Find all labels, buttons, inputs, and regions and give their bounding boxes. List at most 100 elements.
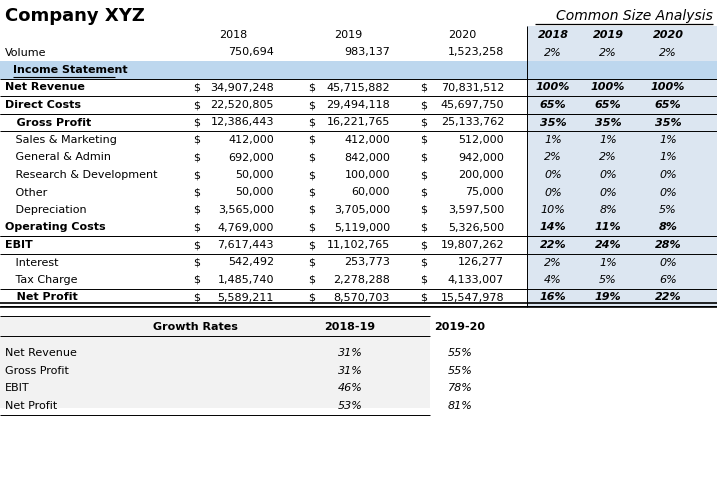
Text: 983,137: 983,137 (344, 48, 390, 57)
Text: 19%: 19% (594, 293, 622, 303)
Text: 81%: 81% (447, 401, 473, 411)
Text: 31%: 31% (338, 366, 362, 376)
Text: 65%: 65% (540, 100, 566, 110)
Text: 2,278,288: 2,278,288 (333, 275, 390, 285)
Text: $: $ (193, 118, 200, 128)
Text: 65%: 65% (655, 100, 681, 110)
Text: Operating Costs: Operating Costs (5, 223, 105, 232)
Text: 7,617,443: 7,617,443 (217, 240, 274, 250)
Text: 5,589,211: 5,589,211 (218, 293, 274, 303)
Text: Gross Profit: Gross Profit (5, 366, 69, 376)
Text: $: $ (193, 170, 200, 180)
Text: 3,597,500: 3,597,500 (447, 205, 504, 215)
Text: 19,807,262: 19,807,262 (440, 240, 504, 250)
Text: $: $ (193, 100, 200, 110)
Text: 53%: 53% (338, 401, 362, 411)
Text: $: $ (193, 82, 200, 93)
Text: 34,907,248: 34,907,248 (210, 82, 274, 93)
Text: 45,715,882: 45,715,882 (326, 82, 390, 93)
Text: 0%: 0% (659, 170, 677, 180)
Text: 25,133,762: 25,133,762 (441, 118, 504, 128)
Text: 2%: 2% (544, 152, 562, 162)
Text: Research & Development: Research & Development (5, 170, 158, 180)
Text: Depreciation: Depreciation (5, 205, 87, 215)
Text: 1,523,258: 1,523,258 (447, 48, 504, 57)
Bar (527, 201, 717, 219)
Text: 4%: 4% (544, 275, 562, 285)
Text: 2018: 2018 (219, 30, 247, 40)
Text: $: $ (308, 275, 315, 285)
Text: 2%: 2% (544, 48, 562, 57)
Bar (0, 316, 430, 408)
Text: 942,000: 942,000 (458, 152, 504, 162)
Text: 412,000: 412,000 (344, 135, 390, 145)
Text: 2020: 2020 (652, 30, 683, 40)
Text: 14%: 14% (540, 223, 566, 232)
Bar (527, 184, 717, 201)
Text: EBIT: EBIT (5, 383, 29, 393)
Text: Net Revenue: Net Revenue (5, 82, 85, 93)
Text: $: $ (193, 187, 200, 198)
Text: 542,492: 542,492 (228, 257, 274, 268)
Text: 24%: 24% (594, 240, 622, 250)
Text: $: $ (308, 240, 315, 250)
Text: 55%: 55% (447, 348, 473, 358)
Text: EBIT: EBIT (5, 240, 33, 250)
Text: 0%: 0% (659, 257, 677, 268)
Text: Growth Rates: Growth Rates (153, 322, 237, 332)
Text: $: $ (308, 293, 315, 303)
Text: $: $ (420, 205, 427, 215)
Text: Volume: Volume (5, 48, 47, 57)
Text: $: $ (193, 257, 200, 268)
Text: 512,000: 512,000 (458, 135, 504, 145)
Text: $: $ (420, 118, 427, 128)
Text: 2018-19: 2018-19 (324, 322, 376, 332)
Text: $: $ (193, 205, 200, 215)
Text: 45,697,750: 45,697,750 (440, 100, 504, 110)
Bar (527, 271, 717, 289)
Text: 65%: 65% (594, 100, 622, 110)
Text: 2%: 2% (599, 48, 617, 57)
Text: 35%: 35% (655, 118, 681, 128)
Text: $: $ (308, 205, 315, 215)
Text: Net Profit: Net Profit (5, 401, 57, 411)
Text: 60,000: 60,000 (351, 187, 390, 198)
Text: 8%: 8% (599, 205, 617, 215)
Text: $: $ (193, 293, 200, 303)
Text: $: $ (420, 275, 427, 285)
Text: 692,000: 692,000 (228, 152, 274, 162)
Text: 10%: 10% (541, 205, 566, 215)
Text: 2019: 2019 (592, 30, 624, 40)
Text: 16,221,765: 16,221,765 (327, 118, 390, 128)
Text: $: $ (420, 100, 427, 110)
Bar (527, 236, 717, 254)
Text: 2019-20: 2019-20 (435, 322, 485, 332)
Text: 0%: 0% (659, 187, 677, 198)
Text: $: $ (193, 240, 200, 250)
Text: 200,000: 200,000 (458, 170, 504, 180)
Text: $: $ (420, 135, 427, 145)
Text: $: $ (193, 275, 200, 285)
Text: $: $ (420, 152, 427, 162)
Text: Other: Other (5, 187, 47, 198)
Text: 8%: 8% (658, 223, 678, 232)
Text: 412,000: 412,000 (228, 135, 274, 145)
Bar (0, 61, 717, 79)
Text: 100%: 100% (651, 82, 685, 93)
Text: 15,547,978: 15,547,978 (440, 293, 504, 303)
Text: 11%: 11% (594, 223, 622, 232)
Text: 4,769,000: 4,769,000 (218, 223, 274, 232)
Text: 0%: 0% (544, 187, 562, 198)
Text: 0%: 0% (544, 170, 562, 180)
Bar (527, 219, 717, 236)
Text: 22%: 22% (655, 293, 681, 303)
Text: 29,494,118: 29,494,118 (326, 100, 390, 110)
Bar (527, 254, 717, 271)
Text: $: $ (193, 152, 200, 162)
Text: 1%: 1% (659, 152, 677, 162)
Text: 126,277: 126,277 (458, 257, 504, 268)
Text: 55%: 55% (447, 366, 473, 376)
Text: Common Size Analysis: Common Size Analysis (556, 9, 713, 23)
Text: $: $ (308, 118, 315, 128)
Bar (527, 289, 717, 306)
